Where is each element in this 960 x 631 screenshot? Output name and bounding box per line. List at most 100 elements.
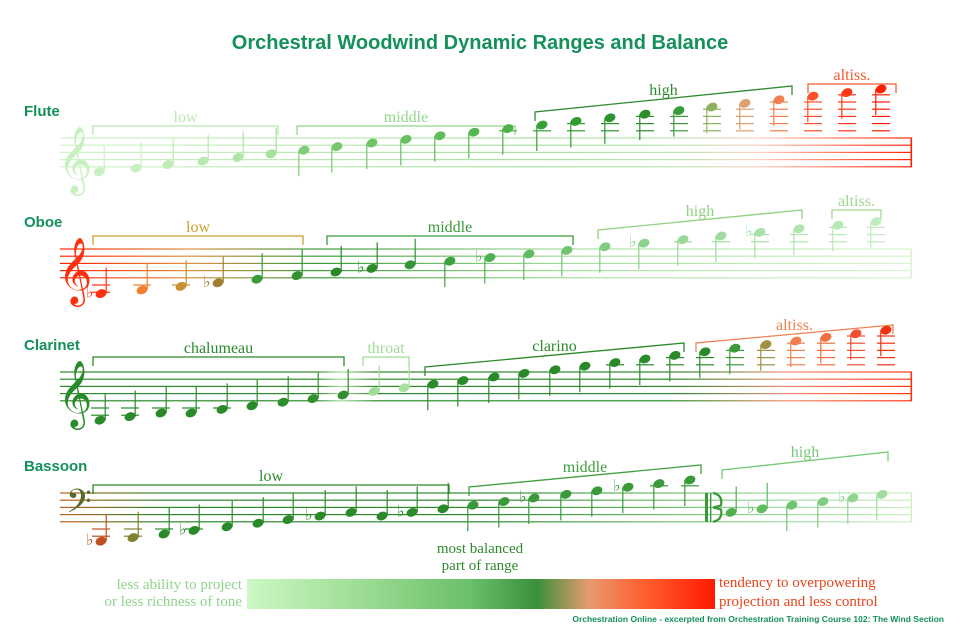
note-head	[376, 511, 388, 521]
note-head	[127, 533, 139, 543]
ledger-line	[92, 284, 110, 286]
note-head	[457, 376, 469, 386]
range-label: low	[174, 109, 198, 126]
note-stem	[484, 257, 486, 284]
note-stem	[653, 483, 655, 510]
note-stem	[591, 490, 593, 517]
note-stem	[673, 110, 675, 137]
note-stem	[518, 373, 520, 400]
ledger-line	[152, 407, 170, 409]
note-head	[786, 500, 798, 510]
note-head	[162, 160, 174, 170]
note-stem	[498, 501, 500, 528]
ledger-line	[787, 357, 805, 359]
note-head	[400, 134, 412, 144]
note-stem	[639, 114, 641, 141]
ledger-line	[751, 241, 769, 243]
note-stem	[832, 225, 834, 252]
note-stem	[549, 369, 551, 396]
note-stem	[880, 330, 882, 357]
alto-clef-icon	[712, 491, 723, 523]
note-head	[298, 145, 310, 155]
note-head	[739, 98, 751, 108]
note-head	[622, 482, 634, 492]
instrument-label: Bassoon	[24, 458, 87, 475]
note-stem	[408, 361, 410, 388]
note-stem	[739, 103, 741, 130]
note-head	[444, 256, 456, 266]
note-stem	[292, 493, 294, 520]
note-head	[591, 486, 603, 496]
ledger-line	[666, 364, 684, 366]
note-head	[265, 149, 277, 159]
flat-sign-icon: ♭	[86, 283, 94, 302]
note-head	[604, 113, 616, 123]
range-bracket	[424, 342, 685, 376]
ledger-line	[787, 364, 805, 366]
staff-line	[60, 144, 912, 146]
staff-line	[60, 393, 912, 395]
note-head	[277, 397, 289, 407]
note-head	[875, 84, 887, 94]
range-bracket	[831, 209, 882, 219]
ledger-line	[601, 130, 619, 132]
treble-clef-icon: 𝄞	[58, 125, 92, 196]
note-stem	[198, 504, 200, 531]
ledger-line	[91, 407, 109, 409]
ledger-line	[790, 241, 808, 243]
range-bracket	[468, 464, 702, 496]
note-stem	[457, 380, 459, 407]
note-stem	[434, 135, 436, 162]
range-bracket	[92, 125, 279, 135]
range-bracket	[296, 125, 516, 135]
flat-sign-icon: ♭	[305, 505, 313, 524]
note-head	[850, 329, 862, 339]
ledger-line	[804, 115, 822, 117]
ledger-line	[636, 123, 654, 125]
note-head	[673, 106, 685, 116]
staff-line	[60, 514, 912, 516]
staff-end-barline	[910, 249, 913, 278]
ledger-line	[804, 130, 822, 132]
range-label: low	[259, 468, 283, 485]
note-stem	[444, 261, 446, 288]
ledger-line	[877, 335, 895, 337]
note-stem	[242, 131, 244, 158]
note-head	[175, 281, 187, 291]
note-stem	[735, 486, 737, 513]
credit-line: Orchestration Online - excerpted from Or…	[572, 614, 944, 624]
note-head	[185, 408, 197, 418]
flat-sign-icon: ♭	[745, 221, 753, 240]
legend-weak-line1: less ability to project	[116, 577, 242, 593]
ledger-line	[817, 342, 835, 344]
staff-line	[60, 400, 912, 402]
note-head	[725, 507, 737, 517]
note-stem	[172, 138, 174, 165]
range-bracket	[721, 451, 889, 479]
treble-clef-icon: 𝄞	[58, 236, 92, 307]
note-stem	[427, 384, 429, 411]
note-stem	[340, 246, 342, 272]
note-stem	[841, 92, 843, 119]
note-head	[560, 489, 572, 499]
note-head	[246, 401, 258, 411]
ledger-line	[124, 528, 142, 530]
ledger-line	[770, 130, 788, 132]
note-stem	[807, 96, 809, 123]
legend-weak-label: less ability to project or less richness…	[105, 577, 242, 611]
note-head	[197, 156, 209, 166]
bass-clef-icon: 𝄢	[66, 483, 92, 529]
note-head	[252, 518, 264, 528]
staff-line	[60, 137, 912, 139]
ledger-line	[804, 108, 822, 110]
ledger-line	[877, 342, 895, 344]
flat-sign-icon: ♭	[519, 487, 527, 506]
ledger-line	[681, 485, 699, 487]
note-stem	[706, 107, 708, 133]
note-head	[639, 109, 651, 119]
note-stem	[207, 135, 209, 161]
note-head	[870, 217, 882, 227]
note-head	[880, 325, 892, 335]
note-stem	[561, 250, 563, 277]
